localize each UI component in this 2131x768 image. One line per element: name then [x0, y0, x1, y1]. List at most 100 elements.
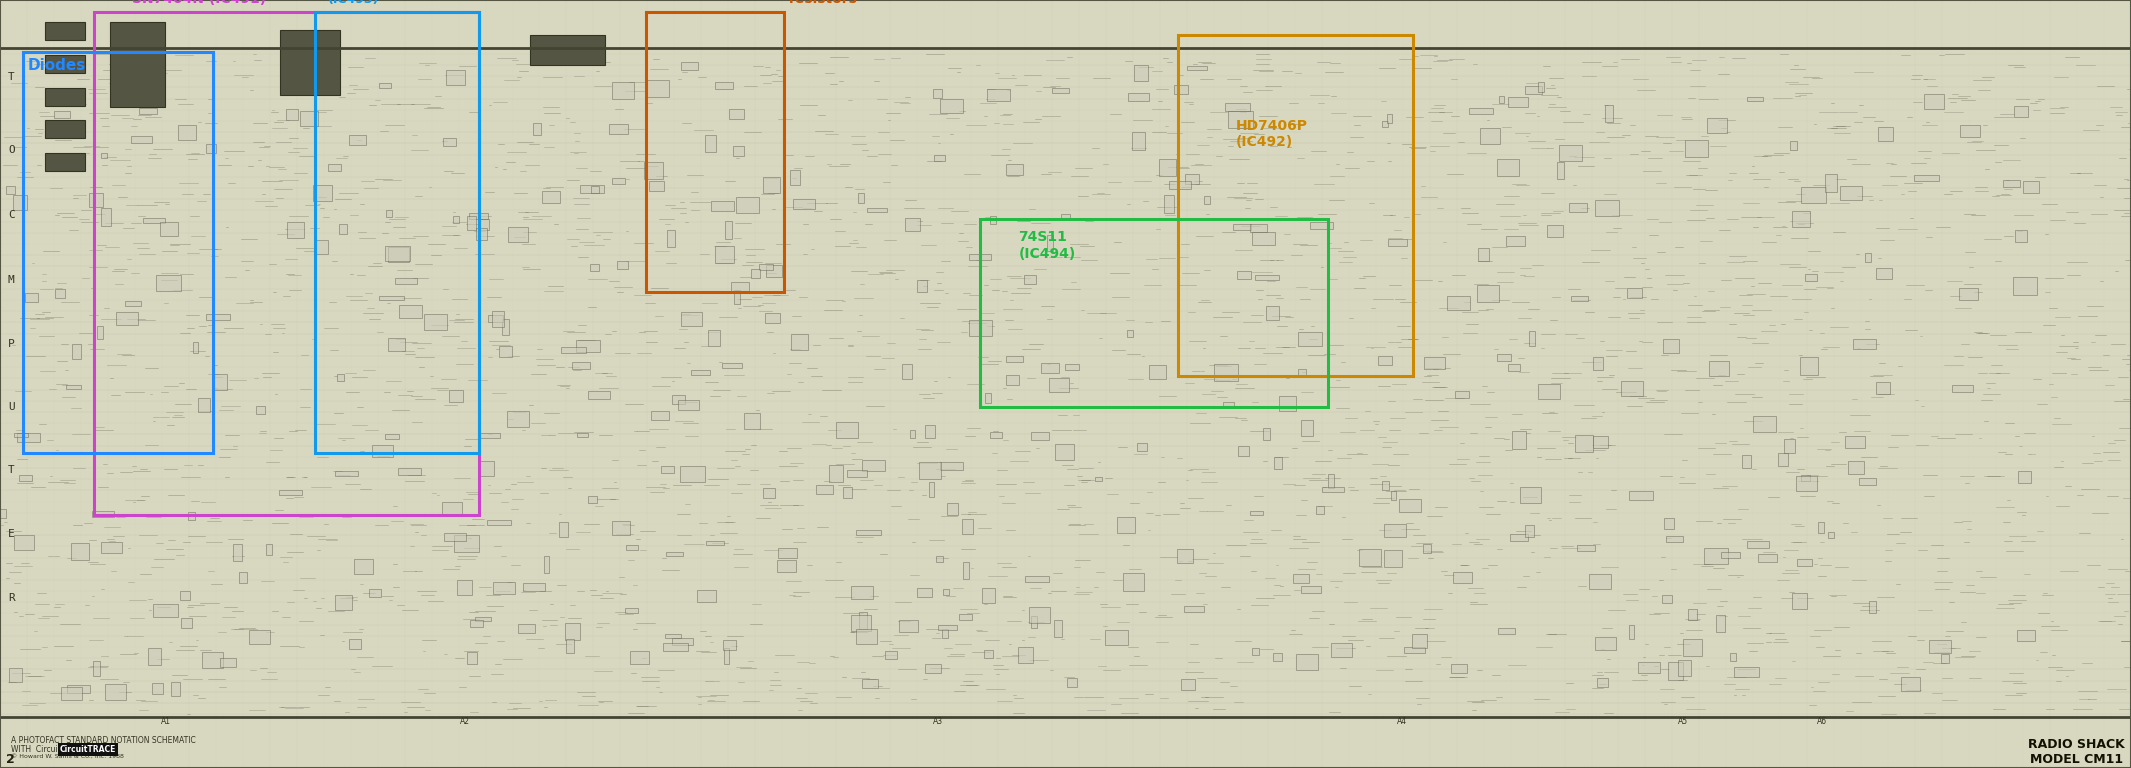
Bar — [1588, 574, 1611, 589]
Bar — [671, 638, 693, 645]
Bar — [315, 12, 479, 453]
Bar — [1006, 356, 1023, 362]
Bar — [580, 185, 603, 194]
Bar — [558, 522, 567, 537]
Bar — [985, 650, 993, 657]
Bar — [1227, 111, 1253, 127]
Bar — [398, 468, 420, 475]
Bar — [884, 651, 897, 659]
Bar — [1594, 357, 1603, 370]
Bar — [765, 313, 780, 323]
Bar — [349, 639, 360, 650]
Bar — [759, 264, 774, 270]
Bar — [733, 146, 744, 156]
Bar — [335, 595, 352, 610]
Bar — [2022, 181, 2039, 194]
Bar — [1796, 476, 1818, 491]
Bar — [232, 544, 243, 561]
Bar — [68, 685, 90, 694]
Bar — [1048, 379, 1070, 392]
Bar — [565, 623, 580, 640]
Bar — [1174, 85, 1187, 94]
Bar — [910, 430, 916, 438]
Bar — [829, 465, 844, 482]
Bar — [1796, 559, 1811, 566]
Bar — [445, 533, 467, 541]
Bar — [9, 668, 21, 682]
Bar — [373, 445, 392, 457]
Text: WITH  CircuitTRACE®: WITH CircuitTRACE® — [11, 745, 94, 754]
Bar — [1730, 653, 1737, 661]
Bar — [1662, 339, 1679, 353]
Bar — [1048, 234, 1053, 250]
Bar — [722, 640, 735, 650]
Bar — [690, 370, 710, 375]
Bar — [1138, 443, 1146, 451]
Bar — [100, 153, 107, 158]
Bar — [590, 264, 599, 271]
Bar — [1747, 541, 1769, 548]
Bar — [661, 466, 673, 473]
Bar — [1596, 200, 1620, 216]
Bar — [1539, 81, 1545, 92]
Bar — [1311, 222, 1332, 229]
Bar — [1296, 654, 1317, 670]
Bar — [725, 221, 731, 239]
Bar — [153, 684, 162, 694]
Bar — [1223, 402, 1234, 407]
Bar — [648, 181, 663, 191]
Bar — [1758, 554, 1777, 562]
Bar — [750, 269, 761, 278]
Bar — [17, 432, 40, 442]
Bar — [716, 247, 733, 263]
Bar — [1754, 415, 1777, 432]
Bar — [1877, 268, 1892, 279]
Bar — [612, 521, 631, 535]
Bar — [901, 364, 912, 379]
Bar — [560, 346, 586, 353]
Bar — [398, 305, 422, 318]
Bar — [1181, 679, 1195, 690]
Bar — [627, 545, 639, 551]
Bar — [313, 184, 332, 201]
Bar — [1818, 521, 1824, 533]
Bar — [1106, 630, 1127, 645]
Bar — [239, 572, 247, 583]
Bar — [1875, 382, 1890, 394]
Bar — [1707, 118, 1728, 133]
Bar — [1824, 174, 1837, 191]
Bar — [1715, 615, 1724, 632]
Bar — [1662, 595, 1673, 603]
Bar — [1392, 492, 1396, 500]
Bar — [1253, 648, 1259, 654]
Bar — [471, 620, 484, 627]
Bar — [933, 88, 942, 98]
Bar — [644, 163, 663, 180]
Bar — [1251, 224, 1268, 232]
Bar — [55, 289, 64, 297]
Bar — [454, 217, 458, 223]
Bar — [918, 462, 940, 479]
Bar — [1455, 391, 1468, 399]
Bar — [1164, 195, 1174, 214]
Bar — [1594, 436, 1607, 449]
Text: T: T — [9, 465, 15, 475]
Bar — [705, 135, 716, 152]
Bar — [1801, 475, 1809, 482]
Bar — [1453, 571, 1473, 583]
Bar — [1132, 132, 1144, 150]
Bar — [667, 552, 684, 556]
Bar — [1941, 654, 1950, 664]
Bar — [612, 82, 635, 99]
Bar — [592, 187, 599, 193]
Bar — [1924, 94, 1943, 109]
Bar — [985, 392, 991, 402]
Bar — [443, 138, 456, 146]
Bar — [386, 210, 392, 217]
Bar — [1383, 121, 1389, 127]
Bar — [1683, 639, 1703, 656]
Text: P: P — [9, 339, 15, 349]
Text: T: T — [9, 71, 15, 82]
Bar — [328, 164, 341, 170]
Bar — [1854, 339, 1875, 349]
